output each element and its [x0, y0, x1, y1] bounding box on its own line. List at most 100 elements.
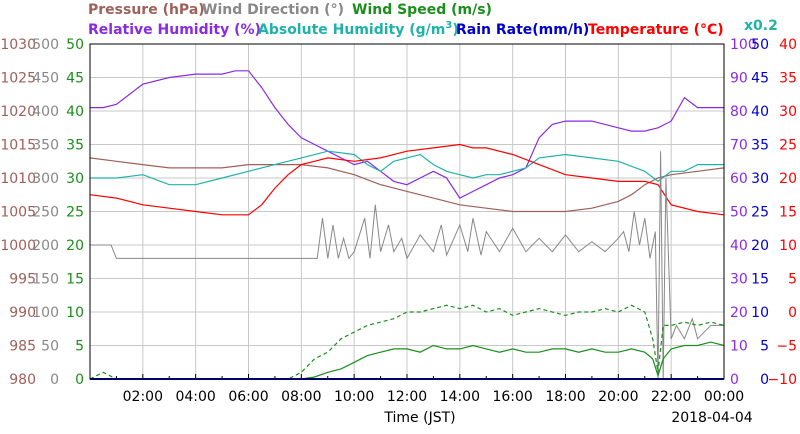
- tick-wind-direction: 150: [32, 272, 59, 288]
- tick-pressure: 980: [9, 372, 36, 388]
- legend-multiplier: x0.2: [744, 18, 778, 34]
- x-tick-label: 14:00: [440, 389, 480, 405]
- tick-rain-rate: 40: [751, 104, 769, 120]
- tick-temperature: 5: [788, 272, 797, 288]
- series-wind-direction: [90, 151, 724, 380]
- tick-pressure: 990: [9, 305, 36, 321]
- tick-relative-humidity: 30: [730, 272, 748, 288]
- tick-wind-speed: 5: [75, 339, 84, 355]
- tick-temperature: −10: [767, 372, 797, 388]
- tick-temperature: 10: [779, 238, 797, 254]
- tick-temperature: −5: [776, 339, 797, 355]
- tick-rain-rate: 35: [751, 138, 769, 154]
- tick-wind-direction: 50: [41, 339, 59, 355]
- tick-wind-speed: 45: [66, 71, 84, 87]
- tick-relative-humidity: 50: [730, 205, 748, 221]
- tick-wind-speed: 30: [66, 171, 84, 187]
- legend-pressure: Pressure (hPa): [88, 2, 205, 18]
- tick-wind-speed: 0: [75, 372, 84, 388]
- tick-wind-direction: 500: [32, 37, 59, 53]
- tick-wind-direction: 300: [32, 171, 59, 187]
- series-pressure-hpa: [89, 157, 725, 213]
- tick-wind-speed: 10: [66, 305, 84, 321]
- tick-wind-direction: 100: [32, 305, 59, 321]
- grid: [90, 44, 724, 379]
- tick-wind-speed: 35: [66, 138, 84, 154]
- legend-rain-rate: Rain Rate(mm/h): [456, 22, 589, 38]
- tick-rain-rate: 10: [751, 305, 769, 321]
- x-axis: 02:00 04:00 06:00 08:00 10:00 12:00 14:00 16:00…: [115, 374, 744, 405]
- tick-relative-humidity: 90: [730, 71, 748, 87]
- tick-pressure: 1015: [0, 138, 36, 154]
- x-tick-label: 08:00: [281, 389, 321, 405]
- x-tick-label: 18:00: [545, 389, 585, 405]
- tick-rain-rate: 15: [751, 272, 769, 288]
- x-tick-label: 00:00: [704, 389, 744, 405]
- tick-wind-direction: 200: [32, 238, 59, 254]
- tick-wind-speed: 25: [66, 205, 84, 221]
- tick-wind-speed: 15: [66, 272, 84, 288]
- tick-temperature: 0: [788, 305, 797, 321]
- legend-absolute-humidity: Absolute Humidity (g/m3): [258, 20, 459, 38]
- tick-wind-direction: 400: [32, 104, 59, 120]
- tick-rain-rate: 50: [751, 37, 769, 53]
- x-tick-label: 12:00: [387, 389, 427, 405]
- tick-wind-speed: 50: [66, 37, 84, 53]
- tick-pressure: 1030: [0, 37, 36, 53]
- tick-relative-humidity: 80: [730, 104, 748, 120]
- tick-pressure: 1010: [0, 171, 36, 187]
- tick-wind-direction: 450: [32, 71, 59, 87]
- tick-rain-rate: 0: [760, 372, 769, 388]
- left-axes: 9809859909951000100510101015102010251030…: [0, 37, 84, 388]
- tick-wind-direction: 250: [32, 205, 59, 221]
- tick-pressure: 1005: [0, 205, 36, 221]
- tick-relative-humidity: 10: [730, 339, 748, 355]
- tick-wind-speed: 40: [66, 104, 84, 120]
- tick-rain-rate: 25: [751, 205, 769, 221]
- tick-rain-rate: 30: [751, 171, 769, 187]
- tick-pressure: 1025: [0, 71, 36, 87]
- tick-relative-humidity: 60: [730, 171, 748, 187]
- series-absolute-humidity-g-m3: [90, 150, 724, 186]
- tick-pressure: 995: [9, 272, 36, 288]
- x-tick-label: 02:00: [123, 389, 163, 405]
- tick-temperature: 15: [779, 205, 797, 221]
- series-temperature-c: [89, 143, 725, 216]
- tick-wind-speed: 20: [66, 238, 84, 254]
- x-tick-label: 04:00: [175, 389, 215, 405]
- x-tick-label: 20:00: [598, 389, 638, 405]
- date-label: 2018-04-04: [671, 410, 752, 426]
- x-tick-label: 22:00: [651, 389, 691, 405]
- legend: Pressure (hPa) Wind Direction (°) Wind S…: [88, 2, 778, 38]
- plot-frame: [89, 43, 725, 380]
- tick-temperature: 35: [779, 71, 797, 87]
- tick-relative-humidity: 100: [730, 37, 757, 53]
- x-tick-label: 06:00: [228, 389, 268, 405]
- x-tick-label: 10:00: [334, 389, 374, 405]
- tick-relative-humidity: 70: [730, 138, 748, 154]
- legend-temperature: Temperature (°C): [588, 22, 724, 38]
- tick-temperature: 20: [779, 171, 797, 187]
- tick-pressure: 1000: [0, 238, 36, 254]
- series-relative-humidity: [90, 70, 724, 199]
- tick-temperature: 40: [779, 37, 797, 53]
- tick-pressure: 1020: [0, 104, 36, 120]
- legend-wind-direction: Wind Direction (°): [202, 2, 344, 18]
- tick-rain-rate: 45: [751, 71, 769, 87]
- tick-wind-direction: 350: [32, 138, 59, 154]
- tick-rain-rate: 20: [751, 238, 769, 254]
- legend-wind-speed: Wind Speed (m/s): [352, 2, 492, 18]
- tick-wind-direction: 0: [50, 372, 59, 388]
- tick-relative-humidity: 40: [730, 238, 748, 254]
- right-axes: 0102030405060708090100051015202530354045…: [730, 37, 797, 388]
- x-tick-label: 16:00: [492, 389, 532, 405]
- tick-pressure: 985: [9, 339, 36, 355]
- tick-temperature: 25: [779, 138, 797, 154]
- tick-relative-humidity: 0: [730, 372, 739, 388]
- tick-relative-humidity: 20: [730, 305, 748, 321]
- tick-temperature: 30: [779, 104, 797, 120]
- legend-relative-humidity: Relative Humidity (%): [88, 22, 261, 38]
- x-axis-label: Time (JST): [383, 410, 455, 426]
- tick-rain-rate: 5: [760, 339, 769, 355]
